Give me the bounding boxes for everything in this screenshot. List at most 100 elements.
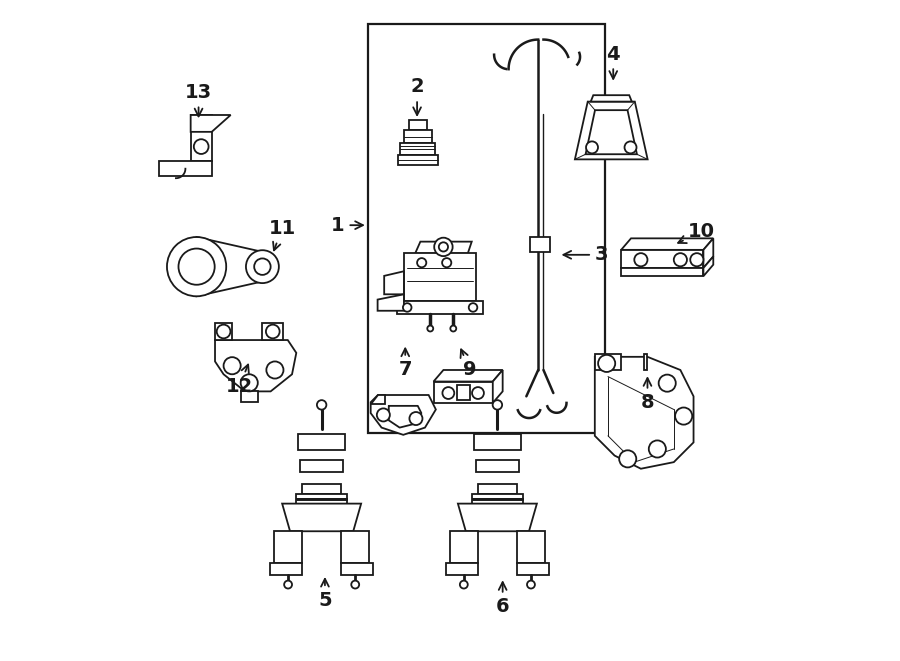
Circle shape	[417, 258, 427, 267]
Circle shape	[317, 400, 327, 410]
Circle shape	[254, 258, 271, 275]
Polygon shape	[270, 563, 302, 574]
Text: 5: 5	[318, 579, 332, 610]
Circle shape	[586, 141, 598, 153]
Bar	[368, 24, 605, 432]
Circle shape	[194, 139, 209, 154]
Polygon shape	[300, 460, 344, 472]
Polygon shape	[472, 494, 523, 504]
Circle shape	[178, 249, 215, 285]
Text: 9: 9	[461, 350, 476, 379]
Polygon shape	[215, 340, 296, 391]
Polygon shape	[415, 242, 472, 253]
Circle shape	[625, 141, 636, 153]
Circle shape	[410, 412, 422, 425]
Circle shape	[266, 362, 284, 379]
Polygon shape	[384, 271, 404, 294]
Polygon shape	[450, 531, 478, 563]
Text: 2: 2	[410, 77, 424, 115]
Polygon shape	[371, 395, 385, 404]
Circle shape	[351, 580, 359, 588]
Polygon shape	[590, 95, 632, 102]
Circle shape	[439, 243, 448, 252]
Polygon shape	[476, 460, 519, 472]
Circle shape	[403, 303, 411, 312]
Polygon shape	[341, 531, 369, 563]
Polygon shape	[404, 130, 431, 143]
Polygon shape	[274, 531, 302, 563]
Text: 8: 8	[641, 378, 654, 412]
Polygon shape	[434, 370, 503, 381]
Circle shape	[217, 325, 230, 338]
Polygon shape	[283, 504, 361, 531]
Text: 13: 13	[185, 83, 212, 116]
Circle shape	[167, 237, 226, 296]
Circle shape	[450, 326, 456, 331]
Polygon shape	[296, 494, 347, 504]
Polygon shape	[518, 531, 544, 563]
Polygon shape	[434, 381, 493, 403]
Polygon shape	[493, 370, 503, 403]
Circle shape	[284, 580, 292, 588]
Polygon shape	[644, 354, 647, 370]
Circle shape	[460, 580, 468, 588]
Circle shape	[443, 387, 454, 399]
Text: 12: 12	[226, 365, 253, 396]
Text: 6: 6	[496, 582, 509, 617]
Polygon shape	[159, 161, 211, 176]
Text: 3: 3	[563, 245, 608, 264]
Polygon shape	[704, 239, 714, 268]
Text: 4: 4	[607, 44, 620, 79]
Polygon shape	[240, 391, 257, 402]
Circle shape	[428, 326, 433, 331]
Circle shape	[690, 253, 704, 266]
Polygon shape	[191, 115, 211, 161]
Circle shape	[472, 387, 484, 399]
Circle shape	[377, 408, 390, 422]
Polygon shape	[446, 563, 478, 574]
Circle shape	[240, 374, 257, 391]
Polygon shape	[595, 354, 621, 370]
Polygon shape	[473, 434, 521, 450]
Text: 10: 10	[678, 222, 716, 243]
Polygon shape	[215, 323, 232, 340]
Polygon shape	[575, 102, 648, 159]
Polygon shape	[191, 115, 230, 132]
Polygon shape	[456, 385, 470, 400]
Circle shape	[266, 325, 280, 338]
Polygon shape	[398, 155, 437, 165]
Polygon shape	[458, 504, 537, 531]
Polygon shape	[397, 301, 483, 314]
Circle shape	[527, 580, 535, 588]
Circle shape	[674, 253, 687, 266]
Circle shape	[659, 375, 676, 392]
Polygon shape	[704, 256, 714, 276]
Text: 7: 7	[399, 348, 412, 379]
Polygon shape	[595, 357, 694, 469]
Polygon shape	[404, 253, 476, 301]
Polygon shape	[518, 563, 549, 574]
Polygon shape	[621, 250, 704, 268]
Polygon shape	[478, 484, 518, 494]
Circle shape	[434, 238, 453, 256]
Polygon shape	[262, 323, 284, 340]
Polygon shape	[586, 110, 637, 154]
Polygon shape	[621, 268, 704, 276]
Polygon shape	[302, 484, 341, 494]
Circle shape	[469, 303, 477, 312]
Circle shape	[675, 408, 692, 424]
Polygon shape	[378, 294, 404, 311]
Polygon shape	[371, 395, 436, 435]
Circle shape	[246, 251, 279, 283]
Polygon shape	[341, 563, 373, 574]
Circle shape	[619, 450, 636, 467]
Circle shape	[649, 440, 666, 457]
Polygon shape	[400, 143, 436, 155]
Polygon shape	[196, 237, 277, 296]
Polygon shape	[621, 239, 714, 250]
Circle shape	[598, 355, 616, 372]
Polygon shape	[409, 120, 427, 130]
Circle shape	[634, 253, 647, 266]
Circle shape	[442, 258, 451, 267]
Polygon shape	[530, 237, 550, 253]
